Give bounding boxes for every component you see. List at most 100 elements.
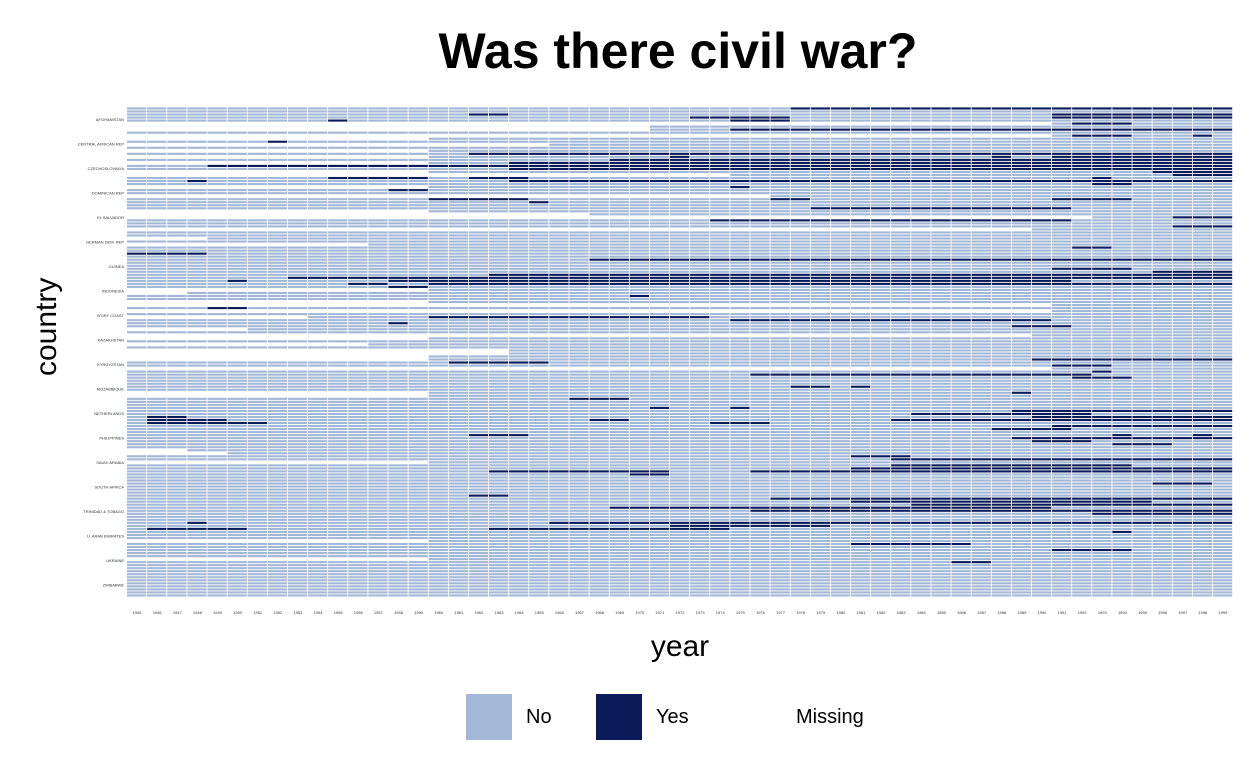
heatmap-cell-no: [710, 261, 730, 264]
heatmap-cell-no: [991, 358, 1011, 361]
heatmap-cell-no: [1212, 291, 1233, 295]
heatmap-cell-no: [1031, 155, 1052, 158]
heatmap-cell-no: [589, 186, 609, 189]
heatmap-cell-yes: [790, 198, 810, 201]
heatmap-cell-no: [328, 412, 348, 416]
heatmap-cell-no: [609, 421, 629, 425]
heatmap-cell-no: [770, 358, 790, 361]
heatmap-cell-no: [1212, 325, 1233, 328]
heatmap-cell-no: [187, 424, 207, 428]
heatmap-cell-no: [1152, 279, 1172, 282]
heatmap-cell-no: [408, 322, 428, 325]
heatmap-cell-no: [287, 189, 308, 192]
heatmap-cell-no: [1011, 307, 1032, 310]
heatmap-cell-no: [1112, 149, 1132, 152]
heatmap-cell-no: [931, 195, 951, 198]
heatmap-cell-no: [589, 328, 609, 331]
heatmap-cell-no: [1011, 137, 1032, 140]
heatmap-cell-no: [629, 110, 650, 113]
heatmap-cell-no: [1011, 261, 1032, 264]
heatmap-cell-no: [850, 137, 871, 140]
heatmap-cell-yes: [991, 258, 1011, 261]
heatmap-cell-no: [147, 409, 167, 412]
heatmap-cell-no: [750, 388, 770, 391]
heatmap-cell-no: [348, 152, 368, 155]
heatmap-cell-no: [247, 207, 267, 210]
heatmap-cell-no: [408, 364, 428, 367]
heatmap-cell-no: [1072, 406, 1092, 409]
heatmap-cell-no: [127, 376, 147, 379]
heatmap-cell-no: [1192, 304, 1213, 307]
heatmap-cell-no: [448, 146, 469, 149]
heatmap-cell-no: [690, 204, 710, 207]
heatmap-cell-yes: [1052, 258, 1072, 261]
heatmap-cell-yes: [529, 179, 549, 183]
heatmap-cell-no: [609, 107, 629, 110]
heatmap-cell-no: [569, 322, 589, 325]
heatmap-cell-no: [971, 140, 991, 143]
heatmap-cell-no: [730, 370, 750, 373]
heatmap-cell-no: [569, 415, 589, 419]
heatmap-cell-no: [1052, 328, 1072, 331]
heatmap-cell-yes: [649, 158, 670, 161]
heatmap-cell-no: [328, 388, 348, 391]
heatmap-cell-no: [1011, 322, 1032, 325]
heatmap-cell-no: [810, 131, 831, 134]
heatmap-cell-no: [227, 261, 247, 264]
heatmap-cell-no: [1031, 240, 1052, 243]
heatmap-cell-no: [448, 131, 469, 134]
heatmap-cell-no: [1052, 297, 1072, 301]
heatmap-cell-no: [1031, 388, 1052, 391]
heatmap-cell-no: [509, 222, 529, 225]
heatmap-cell-no: [1112, 255, 1132, 258]
heatmap-cell-no: [1092, 355, 1112, 358]
heatmap-cell-no: [589, 176, 609, 180]
heatmap-cell-no: [871, 113, 891, 116]
heatmap-cell-no: [1011, 146, 1032, 149]
heatmap-cell-no: [750, 297, 770, 301]
heatmap-cell-no: [147, 219, 167, 222]
heatmap-cell-no: [549, 264, 569, 267]
heatmap-cell-no: [1112, 110, 1132, 113]
heatmap-cell-no: [468, 179, 489, 183]
heatmap-cell-no: [830, 116, 851, 119]
heatmap-cell-no: [287, 322, 308, 325]
heatmap-cell-no: [1011, 170, 1032, 174]
heatmap-cell-no: [589, 198, 609, 201]
heatmap-cell-no: [408, 113, 428, 116]
heatmap-cell-no: [187, 379, 207, 382]
heatmap-cell-no: [790, 307, 810, 310]
heatmap-cell-no: [589, 249, 609, 252]
heatmap-cell-no: [549, 225, 569, 228]
heatmap-cell-yes: [871, 258, 891, 261]
heatmap-cell-no: [649, 322, 670, 325]
heatmap-cell-no: [850, 349, 871, 352]
heatmap-cell-no: [850, 285, 871, 288]
heatmap-cell-yes: [1192, 258, 1213, 261]
heatmap-cell-no: [871, 237, 891, 240]
heatmap-cell-no: [951, 116, 971, 119]
heatmap-cell-no: [830, 361, 851, 364]
heatmap-cell-no: [1052, 391, 1072, 394]
heatmap-cell-no: [1112, 170, 1132, 174]
heatmap-cell-no: [1011, 379, 1032, 382]
heatmap-cell-no: [931, 288, 951, 291]
heatmap-cell-no: [348, 264, 368, 267]
heatmap-cell-no: [1192, 364, 1213, 367]
heatmap-cell-yes: [629, 294, 650, 298]
heatmap-cell-no: [1192, 310, 1213, 313]
heatmap-cell-yes: [167, 415, 187, 419]
heatmap-cell-no: [348, 279, 368, 282]
heatmap-cell-no: [408, 110, 428, 113]
heatmap-cell-no: [750, 412, 770, 416]
heatmap-cell-yes: [428, 276, 448, 279]
heatmap-cell-no: [971, 270, 991, 273]
heatmap-cell-no: [509, 352, 529, 355]
heatmap-cell-no: [1052, 379, 1072, 382]
heatmap-cell-no: [509, 149, 529, 152]
heatmap-cell-no: [710, 267, 730, 270]
heatmap-cell-no: [408, 237, 428, 240]
heatmap-cell-no: [649, 361, 670, 364]
heatmap-cell-no: [1152, 146, 1172, 149]
heatmap-cell-yes: [1192, 170, 1213, 174]
